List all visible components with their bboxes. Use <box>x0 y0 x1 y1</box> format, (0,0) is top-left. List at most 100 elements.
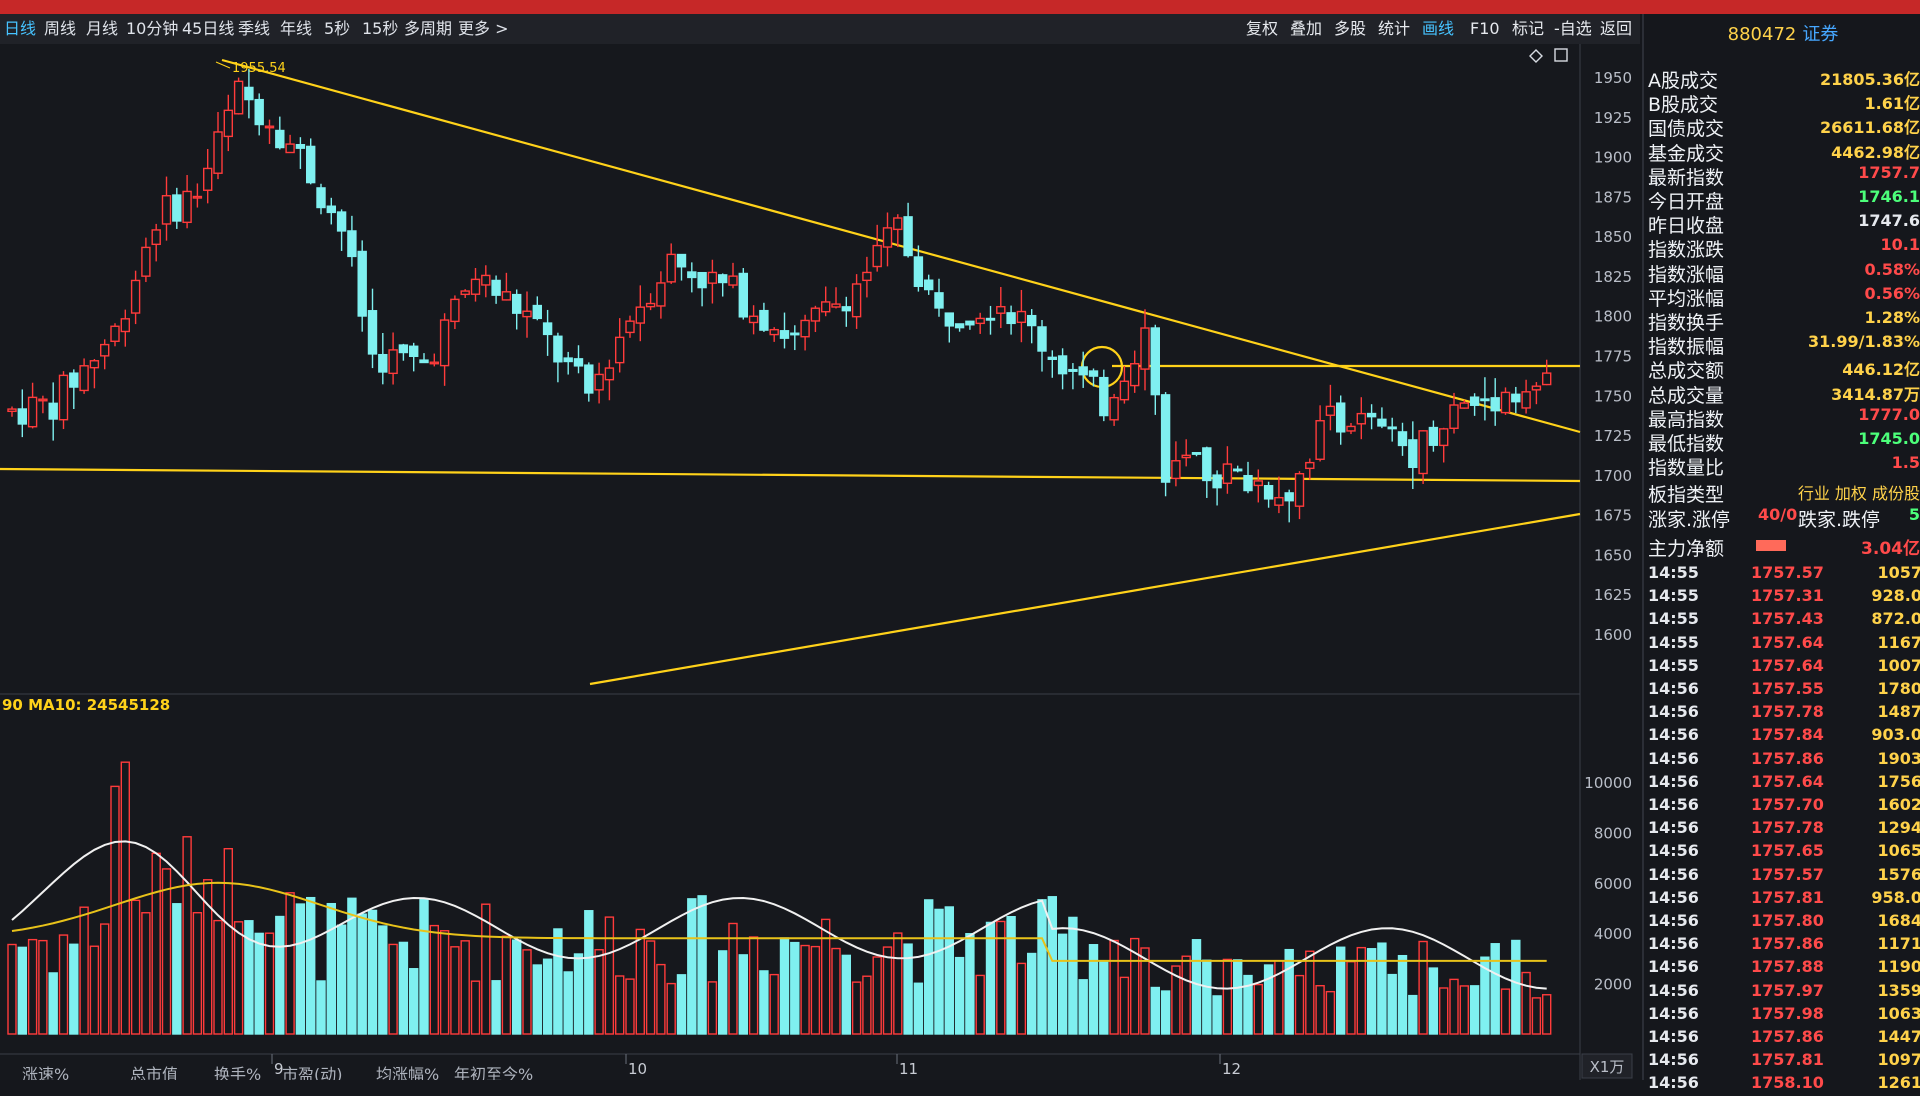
tab-more[interactable]: 更多 > <box>458 19 509 38</box>
tick-row[interactable]: 14:55 1757.64 1167 <box>1644 633 1920 656</box>
tab-quarterly[interactable]: 季线 <box>238 19 271 38</box>
tick-row[interactable]: 14:56 1757.70 1602 <box>1644 795 1920 818</box>
watchlist-button[interactable]: -自选 <box>1554 19 1592 38</box>
tick-row[interactable]: 14:55 1757.43 872.0 <box>1644 609 1920 632</box>
tab-monthly[interactable]: 月线 <box>86 19 119 38</box>
tick-row[interactable]: 14:56 1757.86 1171 <box>1644 934 1920 957</box>
tick-row[interactable]: 14:56 1758.10 1261 <box>1644 1073 1920 1096</box>
candle <box>676 253 687 281</box>
tick-row[interactable]: 14:56 1757.81 1097 <box>1644 1050 1920 1073</box>
tick-row[interactable]: 14:56 1757.88 1190 <box>1644 957 1920 980</box>
price-tick-label: 1825 <box>1594 268 1632 286</box>
multi-stock-button[interactable]: 多股 <box>1334 19 1367 38</box>
bottom-indicator-tab[interactable]: 市盈(动) <box>282 1065 343 1084</box>
tick-row[interactable]: 14:56 1757.98 1063 <box>1644 1004 1920 1027</box>
tick-volume: 1487 <box>1877 702 1920 722</box>
candle <box>862 256 872 298</box>
bottom-indicator-tab[interactable]: 总市值 <box>130 1065 178 1084</box>
candlestick-chart[interactable]: 1950 1925 1900 1875 1850 1825 1800 1775 1750 1725… <box>0 44 1640 1096</box>
tab-15sec[interactable]: 15秒 <box>362 19 399 38</box>
statistics-button[interactable]: 统计 <box>1378 19 1411 38</box>
tick-row[interactable]: 14:56 1757.81 958.0 <box>1644 888 1920 911</box>
stat-value: 21805.36亿 <box>1819 70 1920 89</box>
bottom-indicator-tab[interactable]: 换手% <box>214 1065 261 1084</box>
tick-row[interactable]: 14:56 1757.97 1359 <box>1644 981 1920 1004</box>
volume-bar <box>172 903 182 1035</box>
candle <box>522 291 532 338</box>
volume-bar <box>161 868 172 1035</box>
tick-row[interactable]: 14:56 1757.86 1903 <box>1644 749 1920 772</box>
panel-toggle-icon[interactable] <box>1554 48 1568 62</box>
tab-daily[interactable]: 日线 <box>4 19 37 38</box>
candle <box>759 302 769 332</box>
volume-bar <box>1232 959 1243 1035</box>
bottom-indicator-tab[interactable]: 年初至今% <box>454 1065 533 1084</box>
tab-weekly[interactable]: 周线 <box>44 19 77 38</box>
candle <box>161 176 172 241</box>
candle <box>1500 387 1511 415</box>
tick-volume: 1007 <box>1877 655 1920 675</box>
price-tick-label: 1950 <box>1594 69 1632 87</box>
tick-price: 1757.81 <box>1751 887 1824 907</box>
tick-row[interactable]: 14:55 1757.57 1057 <box>1644 563 1920 586</box>
index-type-row[interactable]: 板指类型 行业 加权 成份股 <box>1648 480 1920 506</box>
stat-label: 指数量比 <box>1648 457 1725 480</box>
tick-row[interactable]: 14:55 1757.64 1007 <box>1644 656 1920 679</box>
volume-tick-label: 10000 <box>1584 774 1632 792</box>
tick-price: 1757.88 <box>1751 957 1824 977</box>
candle <box>1325 384 1336 431</box>
tick-row[interactable]: 14:56 1757.64 1756 <box>1644 772 1920 795</box>
tab-5sec[interactable]: 5秒 <box>324 19 351 38</box>
volume-bar <box>378 925 388 1035</box>
diamond-icon[interactable] <box>1529 49 1543 63</box>
tick-row[interactable]: 14:56 1757.80 1684 <box>1644 911 1920 934</box>
candle <box>1140 309 1150 391</box>
tick-row[interactable]: 14:56 1757.65 1065 <box>1644 841 1920 864</box>
draw-line-button[interactable]: 画线 <box>1422 19 1455 38</box>
bottom-indicator-tab[interactable]: 均涨幅% <box>376 1065 439 1084</box>
candle <box>687 262 697 293</box>
bottom-indicator-tab[interactable]: 涨速% <box>22 1065 69 1084</box>
volume-bar <box>934 908 944 1035</box>
volume-bar <box>1449 978 1459 1035</box>
tab-10min[interactable]: 10分钟 <box>126 19 179 38</box>
tick-row[interactable]: 14:56 1757.84 903.0 <box>1644 725 1920 748</box>
overlay-button[interactable]: 叠加 <box>1290 19 1323 38</box>
tab-45day[interactable]: 45日线 <box>182 19 235 38</box>
quote-side-panel: 880472 证券 A股成交 21805.36亿 B股成交 1.61亿 国债成交 26611… <box>1642 14 1920 1092</box>
tick-row[interactable]: 14:56 1757.57 1576 <box>1644 865 1920 888</box>
tab-multi-period[interactable]: 多周期 <box>404 19 453 38</box>
candle <box>378 333 388 385</box>
stat-row: 指数涨跌 10.1 <box>1648 235 1920 261</box>
price-tick-label: 1800 <box>1594 308 1632 326</box>
price-tick-label: 1650 <box>1594 546 1632 564</box>
tick-row[interactable]: 14:56 1757.86 1447 <box>1644 1027 1920 1050</box>
candle <box>367 288 378 369</box>
candle <box>141 237 151 283</box>
candle <box>779 312 790 349</box>
volume-bar <box>110 785 120 1035</box>
tab-yearly[interactable]: 年线 <box>280 19 313 38</box>
f10-button[interactable]: F10 <box>1470 19 1500 38</box>
tick-row[interactable]: 14:56 1757.78 1294 <box>1644 818 1920 841</box>
back-button[interactable]: 返回 <box>1600 19 1633 38</box>
volume-bar <box>779 937 790 1035</box>
index-type-value[interactable]: 行业 加权 成份股 <box>1797 484 1920 503</box>
price-tick-label: 1600 <box>1594 626 1632 644</box>
tick-row[interactable]: 14:56 1757.78 1487 <box>1644 702 1920 725</box>
volume-bar <box>697 895 707 1035</box>
stat-value: 1.61亿 <box>1864 94 1920 114</box>
adjust-button[interactable]: 复权 <box>1246 19 1279 38</box>
volume-bar <box>738 954 748 1035</box>
mark-button[interactable]: 标记 <box>1512 19 1545 38</box>
volume-bar <box>1006 915 1016 1035</box>
volume-bar <box>1500 988 1511 1035</box>
tick-row[interactable]: 14:55 1757.31 928.0 <box>1644 586 1920 609</box>
volume-bar <box>1346 961 1356 1035</box>
tick-row[interactable]: 14:56 1757.55 1780 <box>1644 679 1920 702</box>
candle <box>501 272 512 301</box>
stat-row: 总成交额 446.12亿 <box>1648 356 1920 382</box>
chart-area[interactable]: 1950 1925 1900 1875 1850 1825 1800 1775 1750 1725… <box>0 44 1640 1096</box>
tick-price: 1757.55 <box>1751 679 1824 698</box>
candle <box>1366 404 1377 430</box>
